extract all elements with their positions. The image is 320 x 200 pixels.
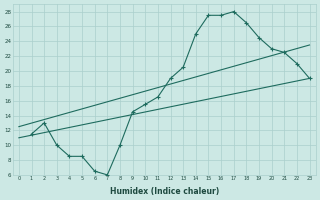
X-axis label: Humidex (Indice chaleur): Humidex (Indice chaleur) xyxy=(109,187,219,196)
